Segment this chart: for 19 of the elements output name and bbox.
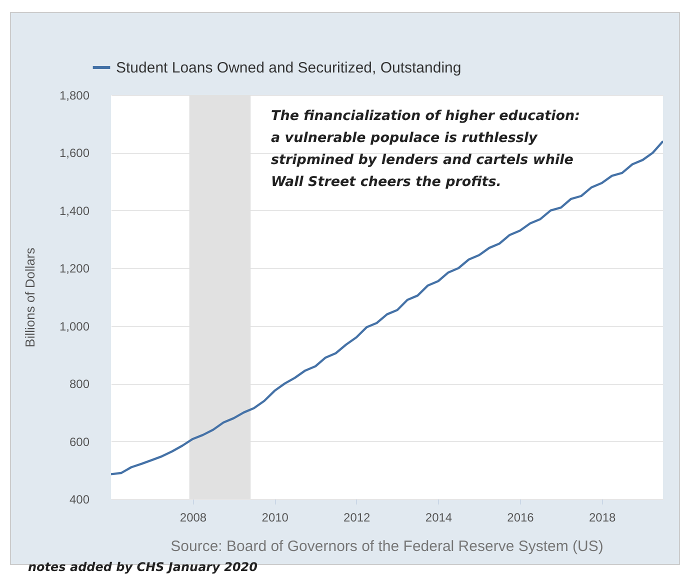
- text: notes added by CHS January 2020: [28, 560, 258, 574]
- y-axis-title: Billions of Dollars: [22, 247, 38, 348]
- x-tick-label: 2016: [507, 510, 534, 524]
- x-tick-label: 2012: [344, 510, 371, 524]
- y-tick-label: 1,800: [59, 88, 90, 102]
- y-tick-label: 400: [69, 492, 90, 506]
- y-tick-label: 800: [69, 377, 90, 392]
- source-note: Source: Board of Governors of the Federal Reserve System (US): [170, 538, 604, 555]
- annotation: The financialization of higher education: a vulnerable populace is ruthlessly stripmined by lenders and cartels while Wall Street cheers the profits.: [271, 108, 580, 190]
- y-tick-label: 600: [69, 434, 90, 449]
- x-tick-label: 2018: [589, 510, 616, 524]
- x-tick-label: 2014: [425, 510, 452, 524]
- y-tick-label: 1,400: [59, 204, 90, 218]
- legend-label: Student Loans Owned and Securitized, Outstanding: [116, 60, 462, 76]
- x-tick-label: 2008: [180, 510, 207, 524]
- y-tick-label: 1,000: [59, 319, 90, 334]
- y-tick-label: 1,600: [59, 146, 90, 160]
- x-tick-label: 2010: [262, 510, 289, 524]
- y-tick-label: 1,200: [59, 262, 90, 276]
